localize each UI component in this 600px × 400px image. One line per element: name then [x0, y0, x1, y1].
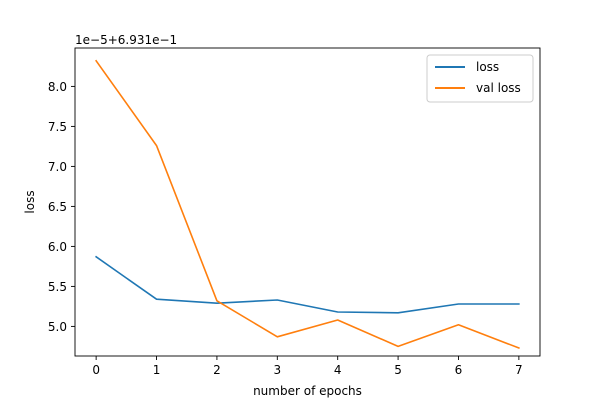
y-tick-label: 6.5 [48, 200, 67, 214]
legend: loss val loss [426, 54, 534, 103]
legend-label-loss: loss [476, 60, 499, 74]
y-tick-label: 7.5 [48, 120, 67, 134]
y-tick-label: 6.0 [48, 240, 67, 254]
y-tick-label: 5.5 [48, 280, 67, 294]
x-axis-label: number of epochs [253, 384, 362, 398]
y-tick-label: 7.0 [48, 160, 67, 174]
x-tick-label: 1 [153, 363, 161, 377]
series-line-val-loss [95, 59, 520, 350]
x-tick-label: 7 [515, 363, 523, 377]
axes-frame [74, 47, 541, 357]
x-tick-label: 6 [455, 363, 463, 377]
x-tick-label: 4 [334, 363, 342, 377]
x-tick-label: 0 [92, 363, 100, 377]
axes-layer: 0 1 2 3 4 5 6 7 5.0 5.5 6.0 6.5 7.0 7.5 8.0 [48, 47, 541, 377]
y-tick-label: 8.0 [48, 80, 67, 94]
y-axis-label: loss [23, 190, 37, 213]
x-tick-label: 5 [394, 363, 402, 377]
series-layer [95, 59, 520, 350]
y-tick-label: 5.0 [48, 320, 67, 334]
legend-label-val-loss: val loss [476, 81, 521, 95]
x-tick-label: 3 [273, 363, 281, 377]
y-offset-text: 1e−5+6.931e−1 [75, 33, 177, 47]
series-line-loss [95, 255, 520, 314]
x-tick-label: 2 [213, 363, 221, 377]
